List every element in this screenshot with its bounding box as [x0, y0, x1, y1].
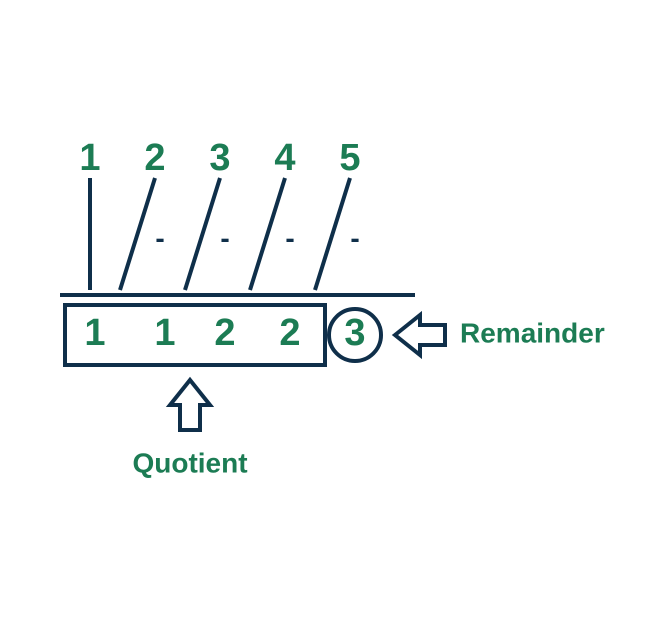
quotient-label: Quotient	[132, 447, 247, 478]
remainder-arrow-icon	[395, 315, 445, 355]
quotient-arrow-icon	[170, 380, 210, 430]
synthetic-division-diagram: 12345----11223RemainderQuotient	[0, 0, 650, 620]
dash-0: -	[155, 222, 164, 253]
bottom-digit-4: 3	[344, 312, 365, 354]
dash-1: -	[220, 222, 229, 253]
top-digit-4: 5	[339, 137, 360, 179]
drop-line-3	[250, 178, 285, 290]
top-digit-2: 3	[209, 137, 230, 179]
top-digit-3: 4	[274, 137, 295, 179]
dash-3: -	[350, 222, 359, 253]
drop-line-1	[120, 178, 155, 290]
bottom-digit-0: 1	[84, 312, 105, 354]
remainder-label: Remainder	[460, 317, 605, 348]
top-digit-0: 1	[79, 137, 100, 179]
drop-line-4	[315, 178, 350, 290]
dash-2: -	[285, 222, 294, 253]
drop-line-2	[185, 178, 220, 290]
top-digit-1: 2	[144, 137, 165, 179]
bottom-digit-3: 2	[279, 312, 300, 354]
bottom-digit-1: 1	[154, 312, 175, 354]
bottom-digit-2: 2	[214, 312, 235, 354]
